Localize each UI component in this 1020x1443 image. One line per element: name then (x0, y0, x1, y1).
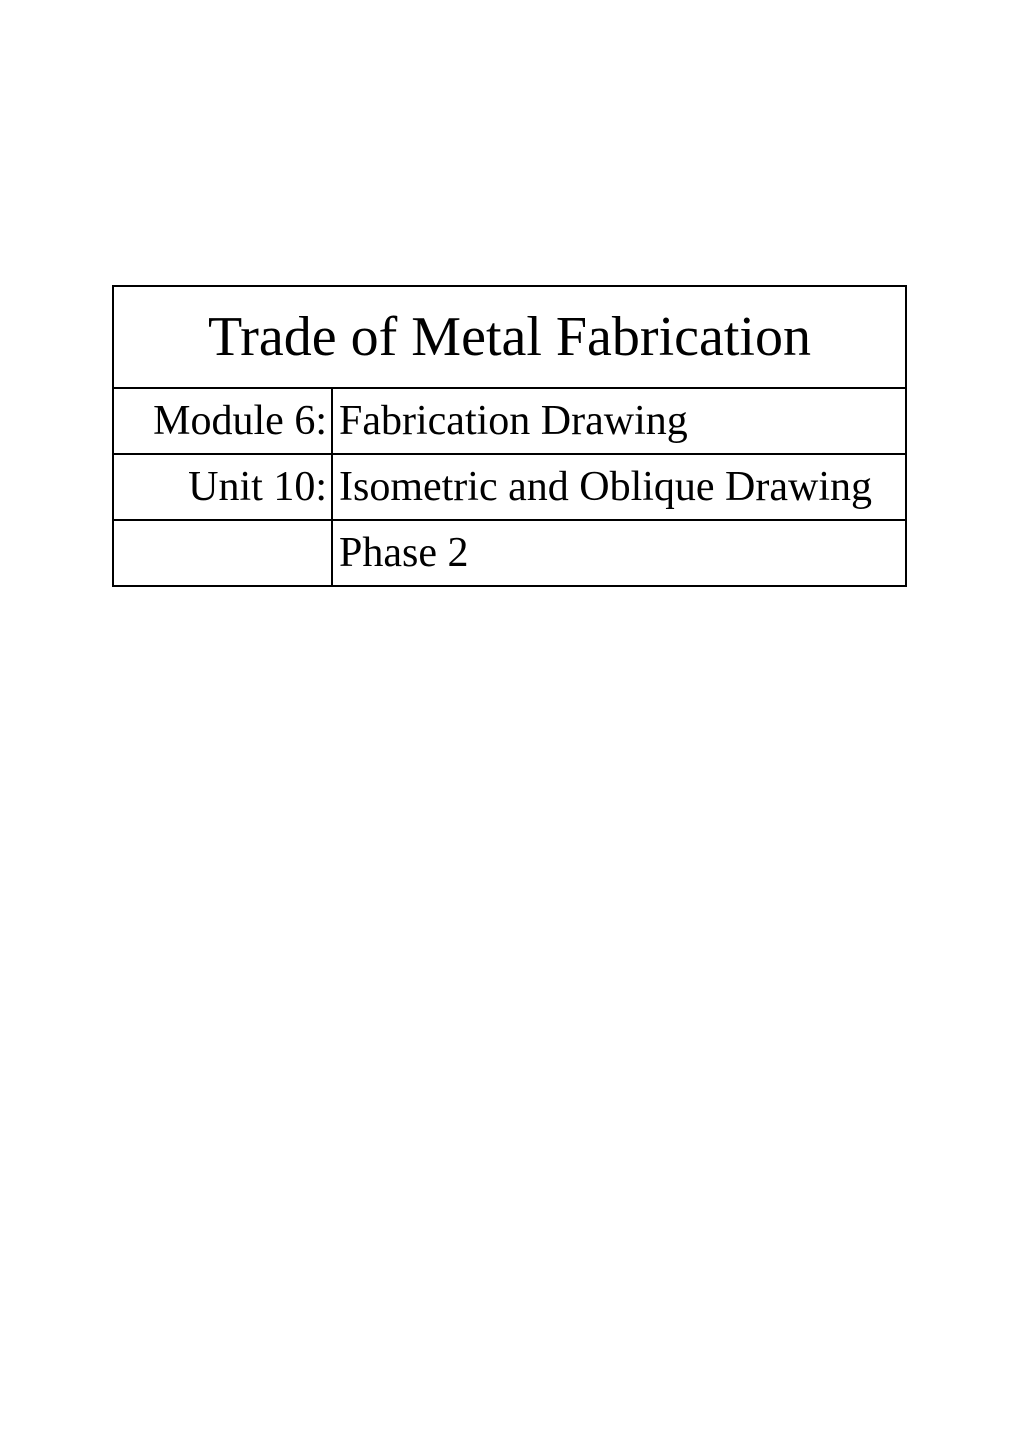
row-value: Fabrication Drawing (332, 388, 905, 454)
table-row: Unit 10: Isometric and Oblique Drawing (114, 454, 905, 520)
table-title: Trade of Metal Fabrication (114, 287, 905, 388)
row-value: Isometric and Oblique Drawing (332, 454, 905, 520)
row-label (114, 520, 332, 585)
row-value: Phase 2 (332, 520, 905, 585)
document-title-table: Trade of Metal Fabrication Module 6: Fab… (112, 285, 907, 587)
title-row: Trade of Metal Fabrication (114, 287, 905, 388)
table-row: Module 6: Fabrication Drawing (114, 388, 905, 454)
row-label: Module 6: (114, 388, 332, 454)
title-table: Trade of Metal Fabrication Module 6: Fab… (114, 287, 905, 585)
table-row: Phase 2 (114, 520, 905, 585)
row-label: Unit 10: (114, 454, 332, 520)
